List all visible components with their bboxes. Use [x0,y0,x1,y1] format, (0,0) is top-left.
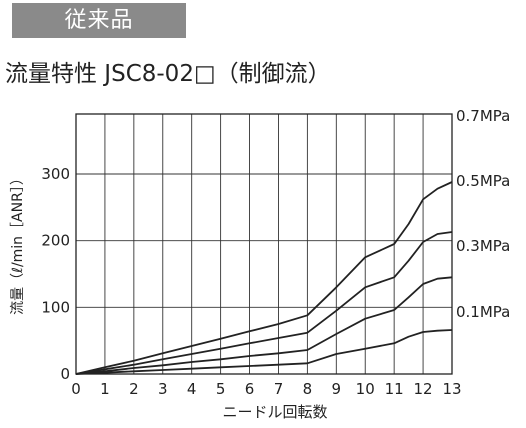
y-tick-label: 200 [41,232,70,250]
series-label: 0.3MPa [456,237,510,255]
series-label: 0.7MPa [456,107,510,125]
x-tick-label: 6 [245,380,255,398]
x-tick-label: 1 [100,380,110,398]
y-tick-label: 100 [41,298,70,316]
plot-frame [75,113,453,375]
x-tick-label: 13 [442,380,461,398]
series-line [75,231,453,375]
x-tick-label: 2 [129,380,139,398]
series-line [75,181,453,375]
series-label: 0.5MPa [456,172,510,190]
y-ticks: 0 100 200 300 [41,165,70,383]
series-line [75,329,453,375]
x-tick-label: 9 [332,380,342,398]
y-tick-label: 0 [60,365,70,383]
x-tick-label: 3 [158,380,168,398]
x-ticks: 0 1 2 3 4 5 6 7 8 9 10 11 12 13 [71,380,461,398]
product-badge: 従来品 [12,3,186,38]
series-line [75,276,453,375]
y-tick-label: 300 [41,165,70,183]
x-tick-label: 5 [216,380,226,398]
x-tick-label: 0 [71,380,81,398]
x-tick-label: 4 [187,380,197,398]
x-tick-label: 7 [274,380,284,398]
x-tick-label: 10 [356,380,375,398]
x-tick-label: 12 [414,380,433,398]
chart-heading: 流量特性 JSC8-02□（制御流） [5,61,331,87]
grid [76,114,452,374]
x-axis-label: ニードル回転数 [222,403,327,421]
series-label: 0.1MPa [456,303,510,321]
y-axis-label: 流量（ℓ/min［ANR］） [10,171,26,315]
series-labels: 0.7MPa 0.5MPa 0.3MPa 0.1MPa [456,107,510,321]
series-group [75,181,453,375]
x-tick-label: 11 [385,380,404,398]
x-tick-label: 8 [303,380,313,398]
